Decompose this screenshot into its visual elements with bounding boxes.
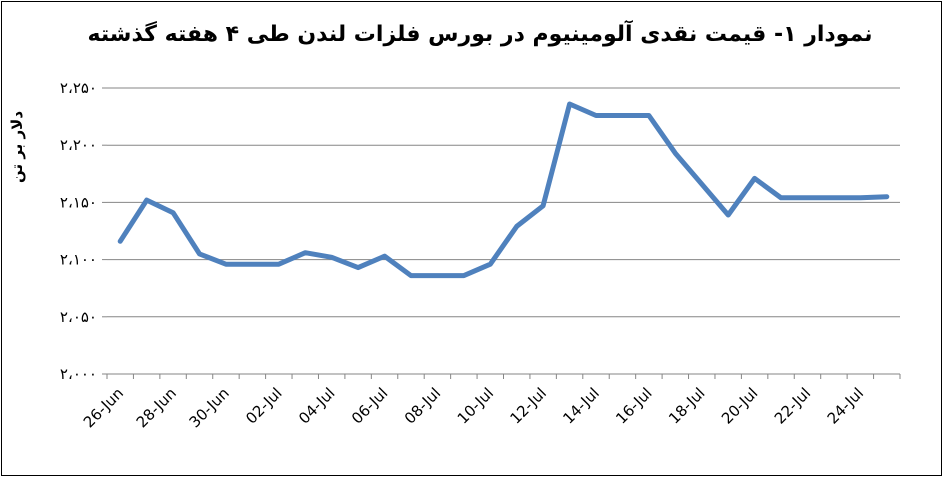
x-tick-label: 10-Jul — [454, 384, 497, 427]
y-tick-label: ۲،۰۰۰ — [60, 365, 97, 383]
x-tick-label: 28-Jun — [133, 384, 180, 431]
x-tick-label: 26-Jun — [80, 384, 127, 431]
y-tick-label: ۲،۲۵۰ — [60, 79, 97, 97]
x-tick-label: 24-Jul — [824, 384, 867, 427]
x-tick-label: 12-Jul — [507, 384, 550, 427]
y-tick-label: ۲،۰۵۰ — [60, 308, 97, 326]
x-tick-label: 02-Jul — [242, 384, 285, 427]
y-tick-label: ۲،۲۰۰ — [60, 136, 97, 154]
x-tick-label: 22-Jul — [771, 384, 814, 427]
y-tick-label: ۲،۱۰۰ — [60, 251, 97, 269]
x-tick-label: 04-Jul — [295, 384, 338, 427]
x-tick-label: 18-Jul — [665, 384, 708, 427]
x-tick-label: 08-Jul — [401, 384, 444, 427]
x-tick-label: 16-Jul — [612, 384, 655, 427]
chart-title: نمودار ۱- قیمت نقدی آلومینیوم در بورس فل… — [87, 22, 873, 47]
x-tick-label: 14-Jul — [559, 384, 602, 427]
x-tick-label: 30-Jun — [186, 384, 233, 431]
x-tick-label: 06-Jul — [348, 384, 391, 427]
y-tick-label: ۲،۱۵۰ — [60, 193, 97, 211]
x-tick-label: 20-Jul — [718, 384, 761, 427]
series-line — [117, 101, 890, 279]
